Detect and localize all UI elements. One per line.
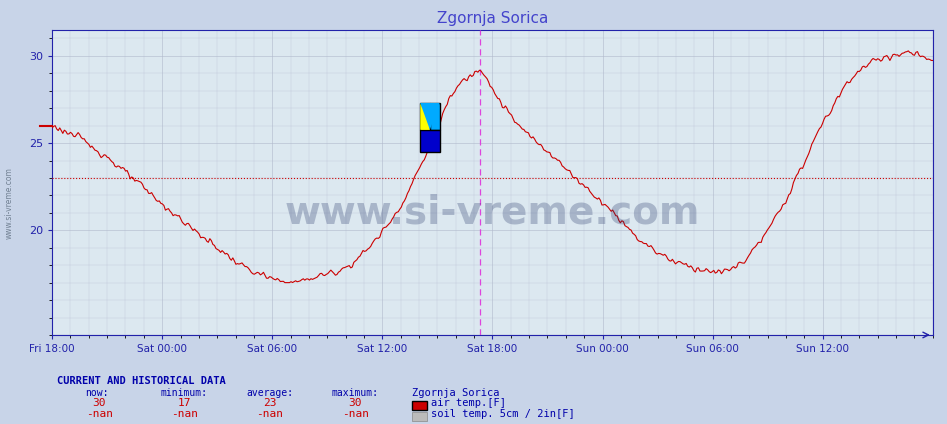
Text: -nan: -nan xyxy=(342,409,368,419)
Polygon shape xyxy=(420,103,439,130)
Text: -nan: -nan xyxy=(171,409,198,419)
Text: soil temp. 5cm / 2in[F]: soil temp. 5cm / 2in[F] xyxy=(431,409,575,419)
Text: air temp.[F]: air temp.[F] xyxy=(431,398,506,408)
Text: average:: average: xyxy=(246,388,294,398)
Text: 30: 30 xyxy=(348,398,362,408)
Text: Zgornja Sorica: Zgornja Sorica xyxy=(412,388,499,398)
FancyBboxPatch shape xyxy=(430,103,439,130)
Text: -nan: -nan xyxy=(86,409,113,419)
Text: 17: 17 xyxy=(178,398,191,408)
Text: CURRENT AND HISTORICAL DATA: CURRENT AND HISTORICAL DATA xyxy=(57,376,225,386)
Text: www.si-vreme.com: www.si-vreme.com xyxy=(285,194,700,232)
Text: 30: 30 xyxy=(93,398,106,408)
Title: Zgornja Sorica: Zgornja Sorica xyxy=(437,11,548,26)
Text: minimum:: minimum: xyxy=(161,388,208,398)
FancyBboxPatch shape xyxy=(420,103,430,130)
Text: www.si-vreme.com: www.si-vreme.com xyxy=(5,167,14,240)
Text: -nan: -nan xyxy=(257,409,283,419)
Text: 23: 23 xyxy=(263,398,277,408)
FancyBboxPatch shape xyxy=(420,130,439,152)
Polygon shape xyxy=(420,103,430,130)
Text: now:: now: xyxy=(85,388,109,398)
Text: maximum:: maximum: xyxy=(331,388,379,398)
